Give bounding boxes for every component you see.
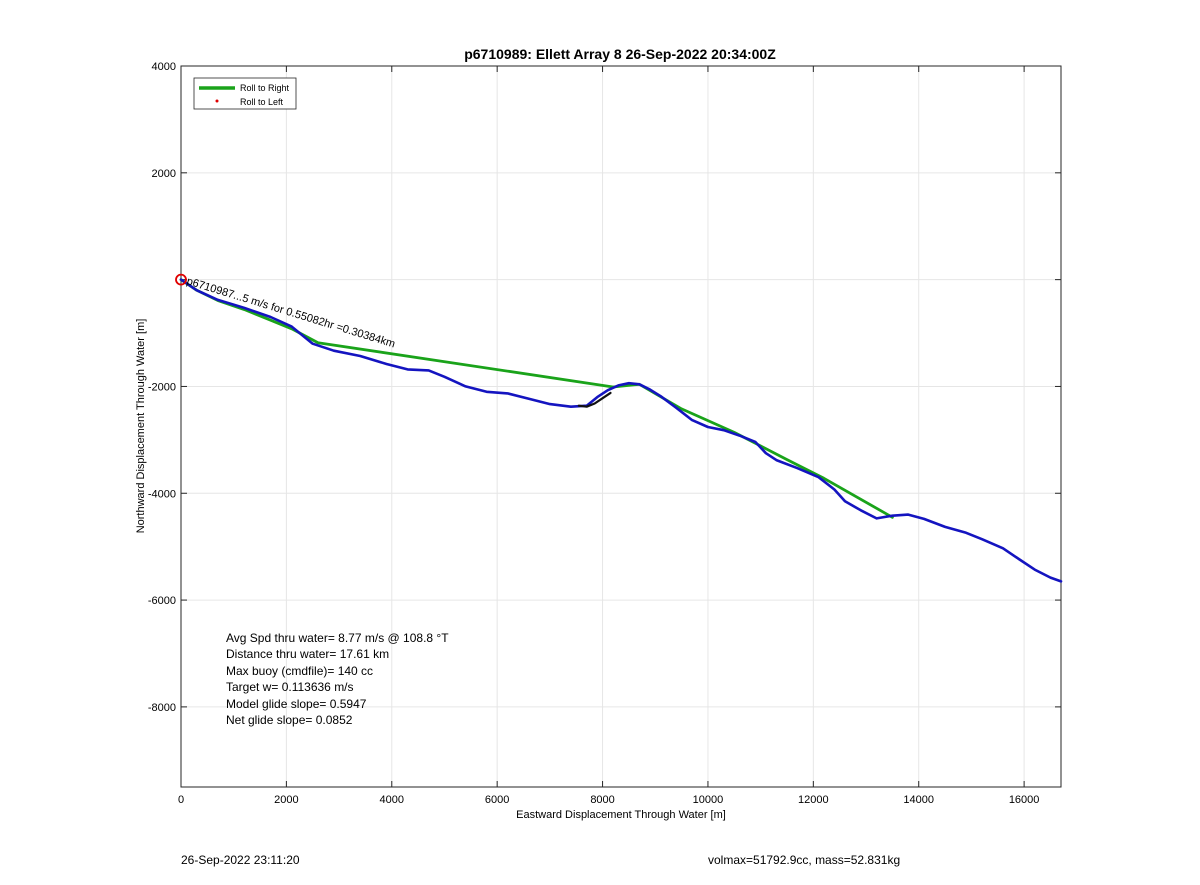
y-tick-label: -2000: [148, 381, 176, 393]
y-tick-label: -8000: [148, 702, 176, 714]
annotation-model-glide: Model glide slope= 0.5947: [226, 697, 367, 711]
series-line-2: [577, 391, 612, 408]
legend-box: [193, 77, 297, 110]
legend-swatch-roll-left: [215, 99, 219, 103]
annotation-target-w: Target w= 0.113636 m/s: [226, 680, 354, 694]
x-tick-label: 8000: [590, 794, 614, 806]
x-tick-label: 14000: [903, 794, 934, 806]
series-layer: [179, 278, 1063, 583]
x-tick-label: 4000: [380, 794, 404, 806]
footer-summary: volmax=51792.9cc, mass=52.831kg: [708, 853, 900, 867]
y-tick-label: -6000: [148, 595, 176, 607]
chart-title: p6710989: Ellett Array 8 26-Sep-2022 20:…: [464, 46, 776, 62]
x-tick-label: 10000: [693, 794, 724, 806]
x-axis-label: Eastward Displacement Through Water [m]: [516, 809, 726, 821]
x-tick-label: 2000: [274, 794, 298, 806]
y-axis-label: Northward Displacement Through Water [m]: [135, 319, 147, 534]
y-tick-label: 4000: [152, 61, 176, 73]
annotation-avg-speed: Avg Spd thru water= 8.77 m/s @ 108.8 °T: [226, 631, 449, 645]
x-tick-label: 12000: [798, 794, 829, 806]
series-line-0: [179, 278, 1063, 583]
track-label: p6710987...5 m/s for 0.55082hr =0.30384k…: [185, 275, 396, 350]
footer-timestamp: 26-Sep-2022 23:11:20: [181, 853, 300, 867]
x-tick-label: 0: [178, 794, 184, 806]
axis-ticks: 0 2000 4000 6000 8000 10000 12000 14000 16000 400…: [148, 61, 1061, 806]
annotation-max-buoy: Max buoy (cmdfile)= 140 cc: [226, 664, 373, 678]
annotation-distance: Distance thru water= 17.61 km: [226, 647, 389, 661]
y-tick-label: -4000: [148, 488, 176, 500]
grid: [180, 65, 1061, 787]
legend-label-roll-right: Roll to Right: [240, 83, 290, 93]
annotation-net-glide: Net glide slope= 0.0852: [226, 713, 353, 727]
legend: Roll to Right Roll to Left: [193, 77, 297, 110]
plot-area-frame: [180, 65, 1062, 788]
stats-annotations: Avg Spd thru water= 8.77 m/s @ 108.8 °T …: [226, 631, 449, 727]
y-tick-label: 2000: [152, 168, 176, 180]
start-marker: [175, 273, 187, 286]
x-tick-label: 6000: [485, 794, 509, 806]
x-tick-label: 16000: [1009, 794, 1040, 806]
legend-label-roll-left: Roll to Left: [240, 97, 284, 107]
